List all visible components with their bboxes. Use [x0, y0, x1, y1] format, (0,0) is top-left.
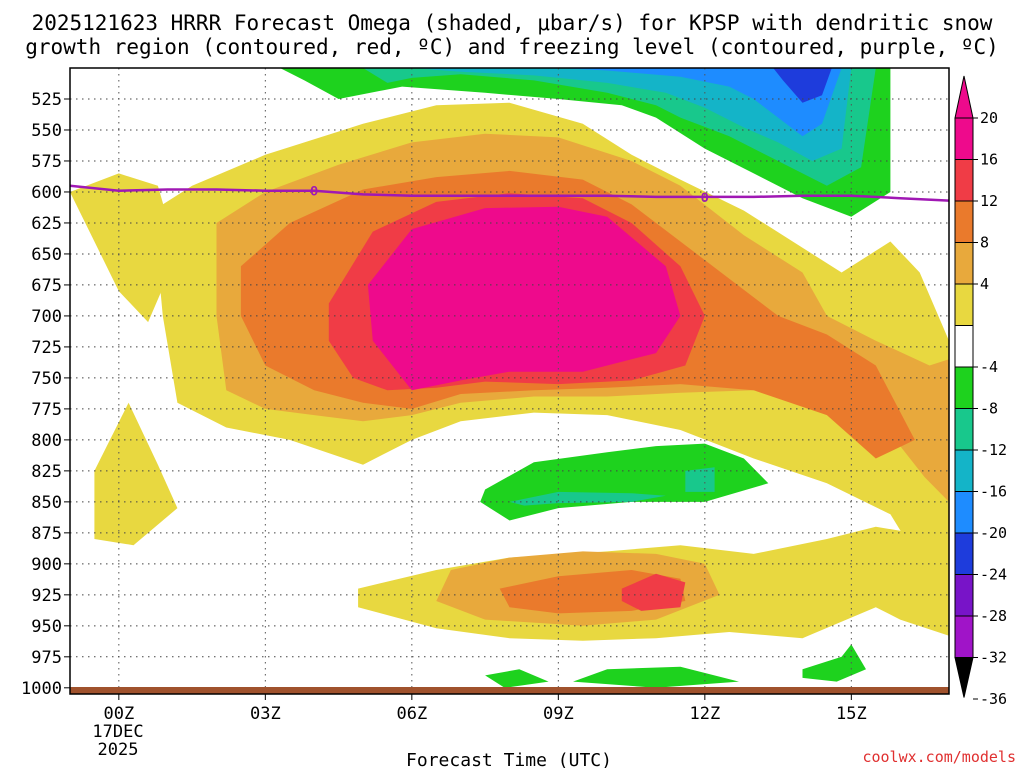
colorbar-swatch [954, 159, 974, 202]
y-tick-label: 625 [31, 214, 62, 234]
y-axis-ticks: 525 550 575 600 625 650 675 700 725 750 775 800 825 8… [21, 90, 70, 699]
freezing-level-label: 0 [310, 183, 318, 199]
chart-title-line2: growth region (contoured, red, ºC) and f… [25, 35, 999, 59]
y-tick-label: 750 [31, 369, 62, 389]
colorbar-label: -32 [980, 649, 1007, 667]
x-tick-label: 15Z [836, 704, 867, 724]
x-date-line2: 2025 [98, 740, 139, 760]
x-date-line1: 17DEC [92, 722, 143, 742]
y-tick-label: 550 [31, 121, 62, 141]
colorbar-label: -28 [980, 607, 1007, 625]
omega-region [70, 173, 178, 323]
y-tick-label: 700 [31, 307, 62, 327]
colorbar-swatch [954, 283, 974, 326]
colorbar-swatch [954, 242, 974, 285]
colorbar-swatch [954, 532, 974, 575]
omega-region [367, 206, 681, 391]
colorbar-cap-bottom [954, 657, 974, 698]
colorbar: 20 16 12 8 4 -4 -8 -12 -16 -20 -24 -28 -32 -36 [954, 75, 1007, 708]
y-tick-label: 875 [31, 524, 62, 544]
x-axis-label: Forecast Time (UTC) [406, 750, 612, 768]
y-tick-label: 800 [31, 431, 62, 451]
y-tick-label: 575 [31, 152, 62, 172]
x-tick-label: 12Z [689, 704, 720, 724]
y-tick-label: 850 [31, 493, 62, 513]
colorbar-cap-top [954, 75, 974, 119]
chart-title-line1: 2025121623 HRRR Forecast Omega (shaded, … [32, 11, 993, 35]
x-tick-label: 09Z [543, 704, 574, 724]
colorbar-swatch [954, 574, 974, 617]
y-tick-label: 900 [31, 555, 62, 575]
ground-surface [70, 687, 949, 694]
omega-shading [70, 68, 949, 688]
omega-region [94, 402, 178, 546]
x-tick-label: 03Z [250, 704, 281, 724]
y-tick-label: 525 [31, 90, 62, 110]
x-axis-ticks: 00Z 03Z 06Z 09Z 12Z 15Z [103, 694, 867, 724]
colorbar-swatch [954, 408, 974, 451]
colorbar-swatch [954, 366, 974, 409]
omega-region [773, 68, 832, 103]
y-tick-label: 675 [31, 276, 62, 296]
colorbar-label: -36 [980, 690, 1007, 708]
plot-frame [69, 67, 950, 695]
y-tick-label: 1000 [21, 679, 62, 699]
colorbar-label: 8 [980, 234, 989, 252]
x-tick-label: 06Z [396, 704, 427, 724]
colorbar-swatch [954, 325, 974, 368]
y-tick-label: 925 [31, 586, 62, 606]
omega-region [558, 68, 842, 137]
omega-region [485, 669, 549, 688]
y-tick-label: 650 [31, 245, 62, 265]
y-tick-label: 775 [31, 400, 62, 420]
y-tick-label: 950 [31, 617, 62, 637]
colorbar-label: 12 [980, 192, 998, 210]
colorbar-swatch [954, 200, 974, 243]
omega-region [802, 644, 866, 682]
colorbar-label: -24 [980, 566, 1007, 584]
freezing-level-line [70, 184, 949, 202]
credit-text: coolwx.com/models [862, 748, 1016, 766]
colorbar-label: -4 [980, 358, 998, 376]
colorbar-label: -20 [980, 524, 1007, 542]
x-tick-label: 00Z [103, 704, 134, 724]
colorbar-label: 16 [980, 151, 998, 169]
omega-region [509, 491, 666, 506]
freezing-level-label: 0 [701, 189, 709, 205]
y-tick-label: 825 [31, 462, 62, 482]
colorbar-label: 20 [980, 109, 998, 127]
y-tick-label: 600 [31, 183, 62, 203]
colorbar-swatch [954, 615, 974, 658]
colorbar-label: -12 [980, 441, 1007, 459]
y-tick-label: 725 [31, 338, 62, 358]
colorbar-label: 4 [980, 275, 989, 293]
colorbar-label: -16 [980, 483, 1007, 501]
y-tick-label: 975 [31, 648, 62, 668]
colorbar-swatch [954, 117, 974, 160]
colorbar-swatch [954, 491, 974, 534]
colorbar-label: -8 [980, 400, 998, 418]
omega-region [573, 666, 739, 688]
omega-region [685, 467, 715, 492]
colorbar-swatch [954, 449, 974, 492]
omega-region [621, 573, 686, 611]
